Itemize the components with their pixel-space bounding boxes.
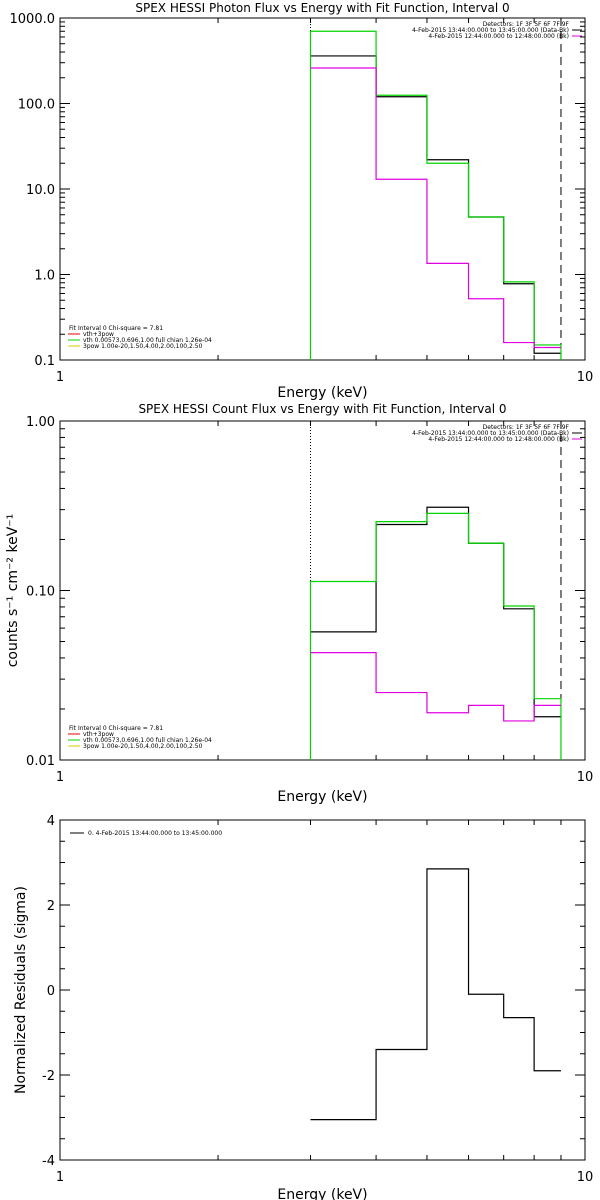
y-axis: -4 -2 0 2 4 [42,814,585,1169]
y-tick-label: 10.0 [26,183,55,198]
y-axis: 0.1 1.0 10.0 100.0 1000.0 [10,12,585,369]
y-tick-label: 0.01 [26,754,55,769]
x-tick-label: 10 [577,770,594,785]
series-model [309,512,562,760]
header-line: 4-Feb-2015 13:44:00.000 to 13:45:00.000 … [412,27,569,34]
x-tick-label: 10 [577,1170,594,1185]
series-data [310,506,561,718]
y-tick-label: 1.00 [26,415,55,430]
header-line: 4-Feb-2015 13:44:00.000 to 13:45:00.000 … [412,430,569,437]
y-tick-label: 0.10 [26,585,55,600]
panel-1: SPEX HESSI Photon Flux vs Energy with Fi… [10,1,594,401]
y-axis: 0.01 0.10 1.00 [26,415,585,769]
y-axis-label: Normalized Residuals (sigma) [13,886,29,1094]
y-tick-label: 1.0 [34,269,55,284]
chart-title: SPEX HESSI Count Flux vs Energy with Fit… [138,402,506,416]
series-background [310,652,561,722]
x-tick-label: 10 [577,370,594,385]
x-axis-label: Energy (keV) [277,789,367,805]
header-line: Detectors: 1F 3F 5F 6F 7F 9F [483,424,570,431]
series-model [309,30,562,360]
y-tick-label: 1000.0 [10,12,56,27]
y-tick-label: 4 [47,814,55,829]
legend-entry: vth 0.00573,0.696,1.00 full chian 1.26e-… [83,737,212,744]
legend-entry: vth+3pow [83,331,114,338]
y-tick-label: 0 [47,984,55,999]
header-line: Detectors: 1F 3F 5F 6F 7F 9F [483,21,570,28]
y-tick-label: 100.0 [18,98,55,113]
y-axis-label: counts s⁻¹ cm⁻² keV⁻¹ [5,514,21,668]
x-tick-label: 1 [56,1170,64,1185]
x-axis-label: Energy (keV) [277,385,367,401]
legend-entry: Fit Interval 0 Chi-square = 7.81 [69,725,163,732]
series-data [310,868,561,1121]
x-axis: 1 10 [56,421,593,785]
plot-frame [59,17,586,361]
y-tick-label: 2 [47,899,55,914]
y-tick-label: -4 [42,1154,55,1169]
panel-3: 1 10 Energy (keV) -4 -2 0 2 4 Normalized Residua… [13,814,593,1200]
legend-entry: 3pow 1.00e-20,1.50,4.00,2.00,100,2.50 [83,743,203,750]
series-background [310,67,561,349]
chart-title: SPEX HESSI Photon Flux vs Energy with Fi… [135,1,509,15]
series-data [310,55,561,354]
panel-2: SPEX HESSI Count Flux vs Energy with Fit… [5,402,593,805]
legend-entry: vth+3pow [83,731,114,738]
y-tick-label: -2 [42,1069,55,1084]
legend-entry: 3pow 1.00e-20,1.50,4.00,2.00,100,2.50 [83,343,203,350]
legend-entry: 0. 4-Feb-2015 13:44:00.000 to 13:45:00.0… [88,830,222,837]
plot-frame [59,819,586,1161]
legend-entry: vth 0.00573,0.696,1.00 full chian 1.26e-… [83,337,212,344]
y-tick-label: 0.1 [34,354,55,369]
x-tick-label: 1 [56,370,64,385]
header-line: 4-Feb-2015 12:44:00.000 to 12:48:00.000 … [428,33,569,40]
x-axis: 1 10 [56,820,593,1185]
x-tick-label: 1 [56,770,64,785]
x-axis-label: Energy (keV) [277,1187,367,1200]
header-line: 4-Feb-2015 12:44:00.000 to 12:48:00.000 … [428,436,569,443]
legend-entry: Fit Interval 0 Chi-square = 7.81 [69,325,163,332]
plot-frame [59,420,586,761]
